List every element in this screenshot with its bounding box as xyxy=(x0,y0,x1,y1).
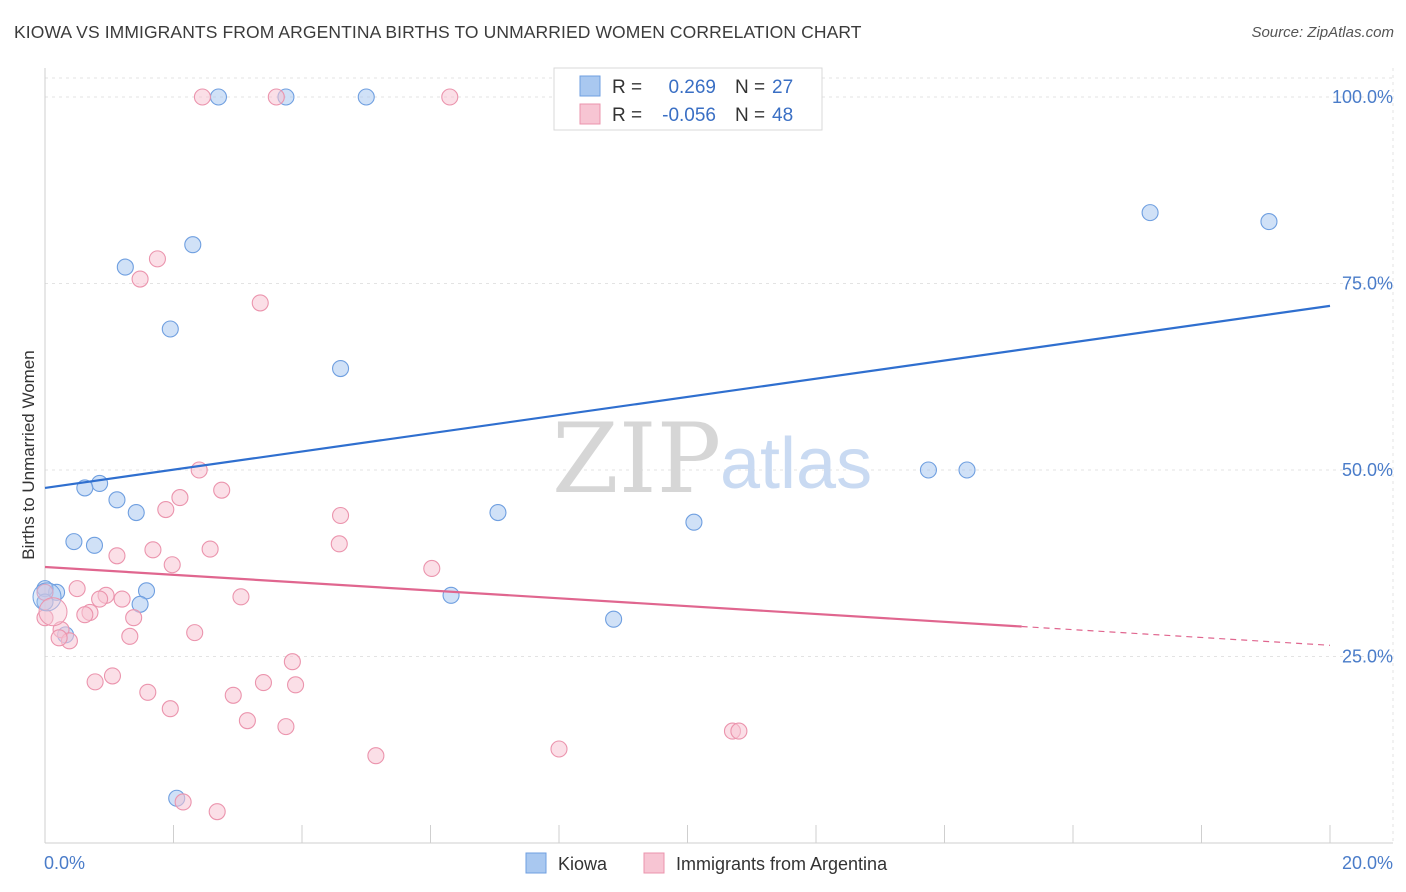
argentina-point xyxy=(441,88,459,106)
kiowa-point xyxy=(331,359,350,378)
x-tick-label: 20.0% xyxy=(1342,853,1393,873)
legend-r-value: -0.056 xyxy=(662,105,716,126)
y-tick-label: 75.0% xyxy=(1342,274,1393,294)
bottom-legend-label-argentina: Immigrants from Argentina xyxy=(676,854,888,874)
y-tick-labels: 100.0% 75.0% 50.0% 25.0% xyxy=(1332,87,1393,667)
x-tick-label: 0.0% xyxy=(44,853,85,873)
kiowa-point xyxy=(32,582,62,612)
argentina-point xyxy=(103,667,122,685)
argentina-point xyxy=(238,712,256,730)
x-tick-labels: 0.0% 20.0% xyxy=(44,853,1393,873)
kiowa-point xyxy=(605,610,623,628)
argentina-point xyxy=(330,535,348,553)
argentina-point xyxy=(139,683,157,701)
legend-r-label: R = xyxy=(612,105,642,126)
legend-swatch-argentina xyxy=(579,103,601,125)
argentina-point xyxy=(50,629,68,647)
legend: R = 0.269 N = 27 R = -0.056 N = 48 xyxy=(553,67,823,131)
argentina-point xyxy=(254,674,273,692)
data-points xyxy=(32,88,1278,821)
kiowa-point xyxy=(184,236,202,254)
argentina-point xyxy=(86,673,104,691)
argentina-point xyxy=(213,481,231,499)
kiowa-point xyxy=(442,586,460,604)
argentina-point xyxy=(186,624,204,642)
legend-n-label: N = xyxy=(735,77,765,98)
argentina-point xyxy=(267,88,285,106)
trend-lines xyxy=(44,304,1331,646)
kiowa-point xyxy=(209,88,228,106)
argentina-point xyxy=(36,609,54,627)
argentina-point xyxy=(68,580,86,598)
chart-source: Source: ZipAtlas.com xyxy=(1251,24,1394,41)
kiowa-point xyxy=(85,536,104,554)
bottom-legend-swatch-kiowa xyxy=(525,852,547,874)
argentina-point xyxy=(131,270,149,288)
argentina-point xyxy=(201,540,219,558)
argentina-point xyxy=(550,740,568,758)
bottom-legend: Kiowa Immigrants from Argentina xyxy=(525,852,888,874)
argentina-point xyxy=(423,559,441,578)
y-tick-label: 25.0% xyxy=(1342,647,1393,667)
argentina-point xyxy=(113,590,131,608)
argentina-point xyxy=(208,803,226,821)
kiowa-trend-line xyxy=(44,304,1331,489)
kiowa-point xyxy=(161,320,179,338)
bottom-legend-swatch-argentina xyxy=(643,852,665,874)
kiowa-point xyxy=(1260,213,1278,231)
argentina-point xyxy=(148,250,166,268)
y-tick-label: 50.0% xyxy=(1342,460,1393,480)
kiowa-point xyxy=(919,461,937,479)
argentina-point xyxy=(331,506,350,525)
argentina-point xyxy=(163,556,181,574)
argentina-point xyxy=(232,588,250,606)
argentina-trend-line-extension xyxy=(1021,625,1331,646)
argentina-point xyxy=(38,597,68,627)
kiowa-point xyxy=(108,491,126,509)
argentina-point xyxy=(171,489,189,507)
y-axis-label: Births to Unmarried Women xyxy=(19,350,38,559)
legend-swatch-kiowa xyxy=(579,75,601,97)
legend-r-label: R = xyxy=(612,77,642,98)
kiowa-point xyxy=(127,503,145,522)
kiowa-point xyxy=(91,474,109,492)
kiowa-point xyxy=(685,513,703,531)
axes xyxy=(44,68,1393,844)
argentina-point xyxy=(730,722,748,740)
legend-n-value: 27 xyxy=(772,77,793,98)
y-tick-label: 100.0% xyxy=(1332,87,1393,107)
argentina-point xyxy=(108,547,126,565)
chart-title: KIOWA VS IMMIGRANTS FROM ARGENTINA BIRTH… xyxy=(14,22,862,42)
watermark-atlas: atlas xyxy=(720,424,872,504)
argentina-point xyxy=(76,606,94,624)
argentina-point xyxy=(161,700,179,718)
kiowa-point xyxy=(65,533,83,551)
argentina-trend-line xyxy=(44,565,1022,628)
kiowa-point xyxy=(489,503,507,522)
watermark: ZIP atlas xyxy=(552,403,872,515)
watermark-zip: ZIP xyxy=(552,403,721,515)
kiowa-point xyxy=(357,88,375,106)
argentina-point xyxy=(287,676,305,694)
argentina-point xyxy=(277,718,295,736)
argentina-point xyxy=(144,541,162,559)
argentina-point xyxy=(121,627,139,645)
argentina-point xyxy=(251,294,269,312)
argentina-point xyxy=(157,500,175,519)
legend-n-label: N = xyxy=(735,105,765,126)
argentina-point xyxy=(283,653,301,671)
kiowa-point xyxy=(1141,204,1159,222)
argentina-point xyxy=(193,88,211,106)
legend-r-value: 0.269 xyxy=(668,77,716,98)
kiowa-point xyxy=(958,461,976,479)
bottom-legend-label-kiowa: Kiowa xyxy=(558,854,608,874)
argentina-point xyxy=(125,609,143,627)
argentina-point xyxy=(224,686,242,704)
argentina-point xyxy=(91,590,109,608)
kiowa-point xyxy=(116,258,134,276)
argentina-point xyxy=(367,747,385,765)
argentina-point xyxy=(174,793,192,811)
legend-n-value: 48 xyxy=(772,105,793,126)
